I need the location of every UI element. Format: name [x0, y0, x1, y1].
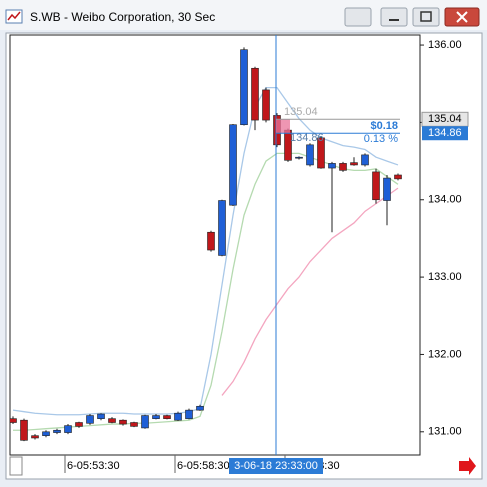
candle-body: [306, 144, 314, 166]
candle-body: [350, 162, 358, 166]
x-tick-label: 6-05:53:30: [67, 460, 120, 472]
candle-body: [75, 422, 83, 427]
candle-body: [262, 89, 270, 121]
y-tick-label: 132.00: [428, 348, 462, 360]
candle-body: [86, 415, 94, 424]
overlay-layer: 131.00132.00133.00134.00135.00136.006-05…: [64, 35, 469, 474]
candle-body: [108, 418, 116, 423]
plot-area: [9, 34, 421, 456]
candle-body: [31, 435, 39, 439]
candle-body: [207, 231, 215, 251]
y-tick-label: 131.00: [428, 426, 462, 438]
scroll-box[interactable]: [9, 456, 23, 476]
candle-body: [339, 163, 347, 171]
maximize-button[interactable]: [412, 7, 440, 27]
change-pct-label: 0.13 %: [364, 133, 398, 145]
candle-body: [240, 49, 248, 126]
indicator-line: [221, 187, 399, 396]
crosshair-price-box: [422, 126, 468, 141]
crosshair-time-label: 3-06-18 23:33:00: [234, 460, 318, 472]
y-tick-label: 134.00: [428, 194, 462, 206]
close-icon: [456, 11, 468, 23]
plot-layer: [10, 47, 402, 442]
scroll-right-arrow[interactable]: [459, 457, 476, 475]
candle-body: [174, 412, 182, 421]
indicator-line: [12, 86, 399, 416]
candle-body: [218, 200, 226, 256]
measure-end-label: 134.86: [290, 132, 324, 144]
measure-box: [276, 119, 290, 134]
candle-body: [119, 419, 127, 425]
candle-body: [251, 67, 259, 121]
candle-body: [185, 409, 193, 419]
y-tick-label: 133.00: [428, 271, 462, 283]
crosshair-price-label: 134.86: [428, 127, 462, 139]
link-button[interactable]: [344, 7, 372, 27]
candle-body: [20, 419, 28, 441]
candle-body: [383, 177, 391, 201]
window-title: S.WB - Weibo Corporation, 30 Sec: [30, 10, 215, 24]
candle-body: [10, 418, 17, 423]
candle-body: [163, 415, 171, 419]
x-tick-label: 6-05:58:30: [177, 460, 230, 472]
candle-body: [97, 413, 105, 419]
candle-body: [361, 154, 369, 166]
candle-body: [64, 425, 72, 433]
candle-body: [196, 405, 204, 411]
candle-body: [42, 431, 50, 436]
measure-start-label: 135.04: [284, 106, 318, 118]
candle-body: [372, 171, 380, 201]
change-label: $0.18: [370, 120, 398, 132]
candle-body: [295, 156, 303, 159]
y-tick-label: 136.00: [428, 39, 462, 51]
maximize-icon: [420, 11, 432, 22]
candle-body: [394, 174, 402, 180]
candle-body: [141, 415, 149, 429]
minimize-button[interactable]: [380, 7, 408, 27]
app-icon-graph: [7, 11, 21, 21]
last-price-label: 135.04: [428, 113, 462, 125]
candle-body: [328, 163, 336, 169]
candle-body: [53, 429, 61, 433]
candle-body: [130, 422, 138, 427]
crosshair-time-box: [229, 458, 323, 474]
candle-body: [152, 415, 160, 419]
candle-body: [317, 137, 325, 169]
candle-body: [229, 124, 237, 206]
